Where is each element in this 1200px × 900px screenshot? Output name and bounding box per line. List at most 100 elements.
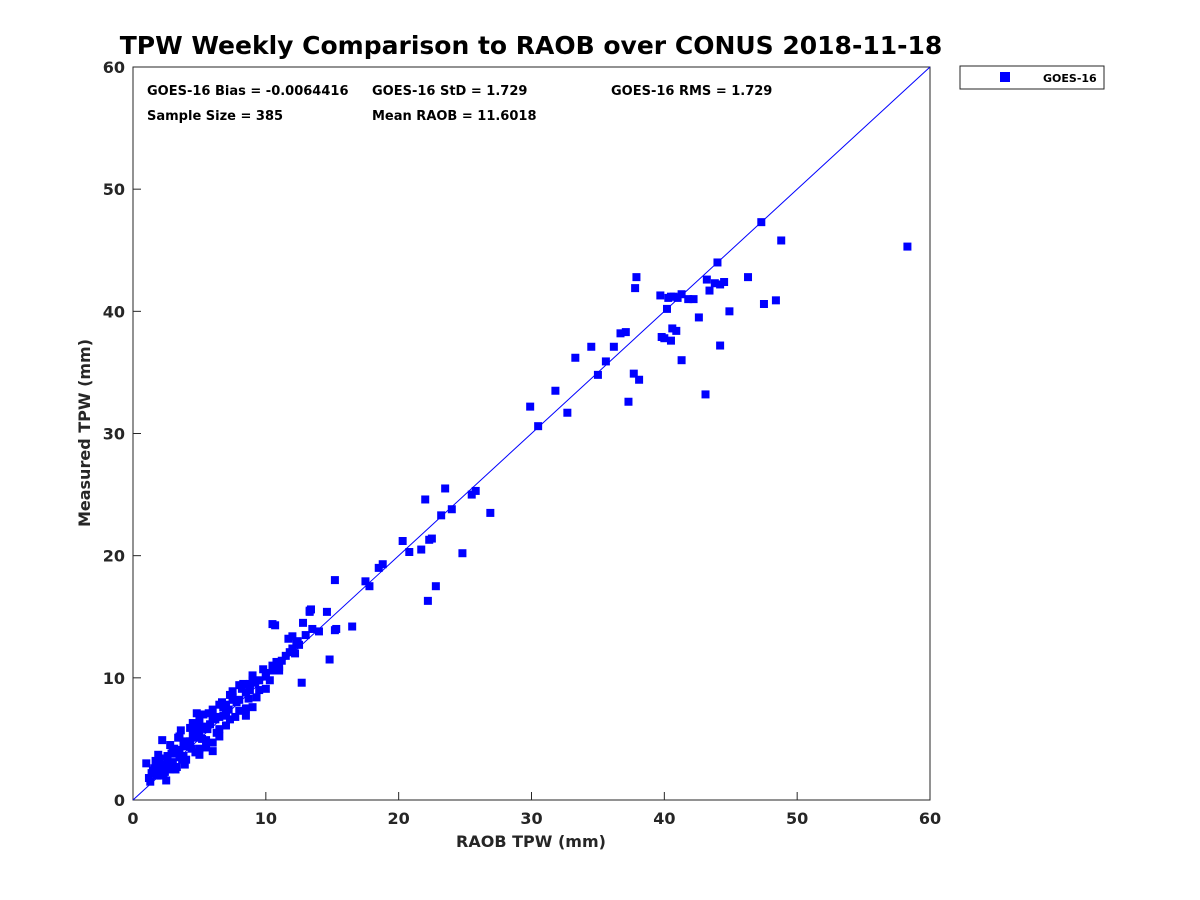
data-point bbox=[160, 763, 169, 772]
data-point bbox=[447, 505, 456, 514]
data-point bbox=[168, 748, 177, 757]
data-point bbox=[378, 560, 387, 569]
data-point bbox=[903, 242, 912, 251]
legend-box bbox=[959, 65, 1105, 90]
x-tick-label: 30 bbox=[520, 809, 542, 828]
data-point bbox=[725, 307, 734, 316]
y-tick-label: 20 bbox=[103, 547, 125, 566]
legend: GOES-16 bbox=[959, 65, 1105, 90]
data-point bbox=[199, 710, 208, 719]
data-point bbox=[202, 743, 211, 752]
x-tick-label: 50 bbox=[786, 809, 808, 828]
data-point bbox=[198, 722, 207, 731]
data-point bbox=[631, 284, 640, 293]
data-point bbox=[208, 747, 217, 756]
data-point bbox=[261, 684, 270, 693]
data-point bbox=[192, 709, 201, 718]
data-point bbox=[551, 386, 560, 395]
data-point bbox=[179, 739, 188, 748]
data-point bbox=[587, 342, 596, 351]
x-tick-label: 20 bbox=[388, 809, 410, 828]
y-tick-label: 40 bbox=[103, 302, 125, 321]
y-tick-label: 60 bbox=[103, 58, 125, 77]
data-point bbox=[171, 765, 180, 774]
data-point bbox=[188, 731, 197, 740]
data-point bbox=[702, 275, 711, 284]
data-point bbox=[176, 726, 185, 735]
data-point bbox=[322, 607, 331, 616]
stat-bias: GOES-16 Bias = -0.0064416 bbox=[147, 84, 349, 99]
data-point bbox=[188, 719, 197, 728]
data-point bbox=[208, 738, 217, 747]
data-point bbox=[166, 741, 175, 750]
data-point bbox=[195, 744, 204, 753]
data-point bbox=[241, 711, 250, 720]
data-point bbox=[716, 341, 725, 350]
data-point bbox=[297, 678, 306, 687]
data-point bbox=[486, 508, 495, 517]
data-point bbox=[245, 679, 254, 688]
data-point bbox=[662, 304, 671, 313]
data-point bbox=[215, 732, 224, 741]
data-point bbox=[417, 545, 426, 554]
stat-std: GOES-16 StD = 1.729 bbox=[372, 84, 527, 99]
data-point bbox=[526, 402, 535, 411]
data-point bbox=[195, 750, 204, 759]
data-point bbox=[187, 744, 196, 753]
data-point bbox=[244, 694, 253, 703]
data-point bbox=[261, 672, 270, 681]
data-point bbox=[268, 661, 277, 670]
data-point bbox=[398, 537, 407, 546]
data-point bbox=[563, 408, 572, 417]
data-point bbox=[299, 618, 308, 627]
data-point bbox=[166, 765, 175, 774]
data-point bbox=[180, 760, 189, 769]
data-point bbox=[186, 723, 195, 732]
x-tick-label: 60 bbox=[919, 809, 941, 828]
data-point bbox=[219, 711, 228, 720]
x-tick-label: 0 bbox=[127, 809, 138, 828]
data-point bbox=[744, 273, 753, 282]
data-point bbox=[593, 370, 602, 379]
data-point bbox=[757, 218, 766, 227]
data-point bbox=[151, 756, 160, 765]
y-tick-label: 10 bbox=[103, 669, 125, 688]
data-point bbox=[235, 681, 244, 690]
data-point bbox=[571, 353, 580, 362]
data-point bbox=[306, 605, 315, 614]
data-point bbox=[154, 750, 163, 759]
x-tick-label: 10 bbox=[255, 809, 277, 828]
data-point bbox=[208, 712, 217, 721]
data-point bbox=[325, 655, 334, 664]
data-point bbox=[361, 577, 370, 586]
data-point bbox=[710, 279, 719, 288]
data-point bbox=[689, 295, 698, 304]
data-point bbox=[471, 486, 480, 495]
data-point bbox=[629, 369, 638, 378]
data-point bbox=[314, 627, 323, 636]
data-point bbox=[231, 712, 240, 721]
data-point bbox=[441, 484, 450, 493]
data-point bbox=[221, 721, 230, 730]
data-point bbox=[621, 328, 630, 337]
legend-marker bbox=[1000, 72, 1010, 82]
data-point bbox=[656, 291, 665, 300]
data-point bbox=[437, 511, 446, 520]
data-point bbox=[694, 313, 703, 322]
data-point bbox=[277, 656, 286, 665]
data-point bbox=[657, 332, 666, 341]
data-point bbox=[677, 290, 686, 299]
data-point bbox=[431, 582, 440, 591]
data-point bbox=[308, 624, 317, 633]
data-point bbox=[458, 549, 467, 558]
data-point bbox=[330, 576, 339, 585]
y-axis-ticks: 0 10 20 30 40 50 60 bbox=[103, 58, 141, 810]
data-point bbox=[271, 621, 280, 630]
data-point bbox=[142, 759, 151, 768]
data-point bbox=[609, 342, 618, 351]
data-point bbox=[635, 375, 644, 384]
data-point bbox=[348, 622, 357, 631]
data-point bbox=[713, 258, 722, 267]
data-point bbox=[624, 397, 633, 406]
